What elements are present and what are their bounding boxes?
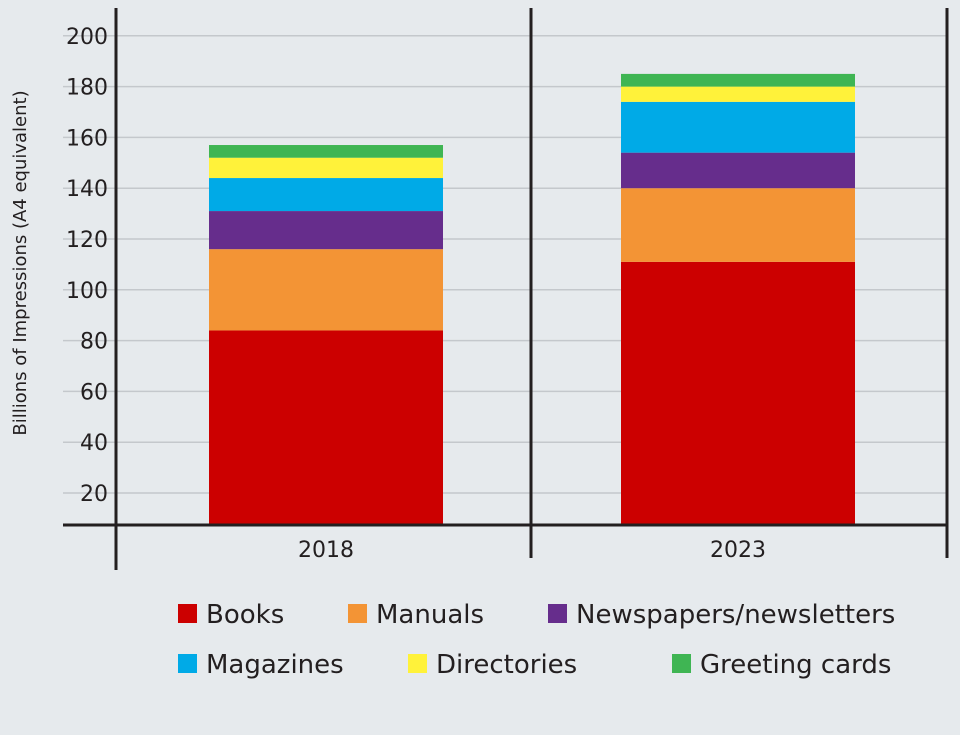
legend-label: Magazines [206,650,344,680]
legend-item: Directories [408,650,577,680]
bar-segment-greeting-cards-2023 [621,73,855,87]
y-tick-label: 160 [66,126,108,151]
bar-segment-books-2023 [621,261,855,525]
legend-item: Newspapers/newsletters [548,600,895,630]
bar-segment-books-2018 [209,330,443,525]
legend-swatch [672,654,691,673]
legend-label: Directories [436,650,577,680]
bar-segment-newspapers-newsletters-2018 [209,211,443,250]
legend-swatch [408,654,427,673]
bar-segment-directories-2018 [209,157,443,179]
bar-segment-manuals-2023 [621,188,855,262]
legend-item: Greeting cards [672,650,891,680]
y-tick-label: 140 [66,177,108,202]
legend-swatch [178,654,197,673]
legend-swatch [348,604,367,623]
y-tick-label: 60 [80,380,108,405]
bar-segment-manuals-2018 [209,249,443,331]
y-tick-label: 120 [66,228,108,253]
y-axis-label: Billions of Impressions (A4 equivalent) [10,90,31,435]
legend-label: Newspapers/newsletters [576,600,895,630]
legend-item: Manuals [348,600,484,630]
legend-swatch [178,604,197,623]
bar-segment-directories-2023 [621,86,855,102]
legend-item: Magazines [178,650,344,680]
legend-label: Manuals [376,600,484,630]
y-tick-label: 80 [80,330,108,355]
y-tick-label: 180 [66,76,108,101]
legend-swatch [548,604,567,623]
legend-item: Books [178,600,284,630]
bar-segment-newspapers-newsletters-2023 [621,152,855,189]
x-tick-label: 2018 [298,538,354,563]
y-tick-label: 40 [80,431,108,456]
bar-segment-magazines-2023 [621,101,855,153]
y-tick-label: 200 [66,25,108,50]
y-tick-label: 100 [66,279,108,304]
legend-label: Greeting cards [700,650,891,680]
bar-segment-greeting-cards-2018 [209,145,443,158]
bar-segment-magazines-2018 [209,178,443,212]
legend-label: Books [206,600,284,630]
y-tick-label: 20 [80,482,108,507]
x-tick-label: 2023 [710,538,766,563]
